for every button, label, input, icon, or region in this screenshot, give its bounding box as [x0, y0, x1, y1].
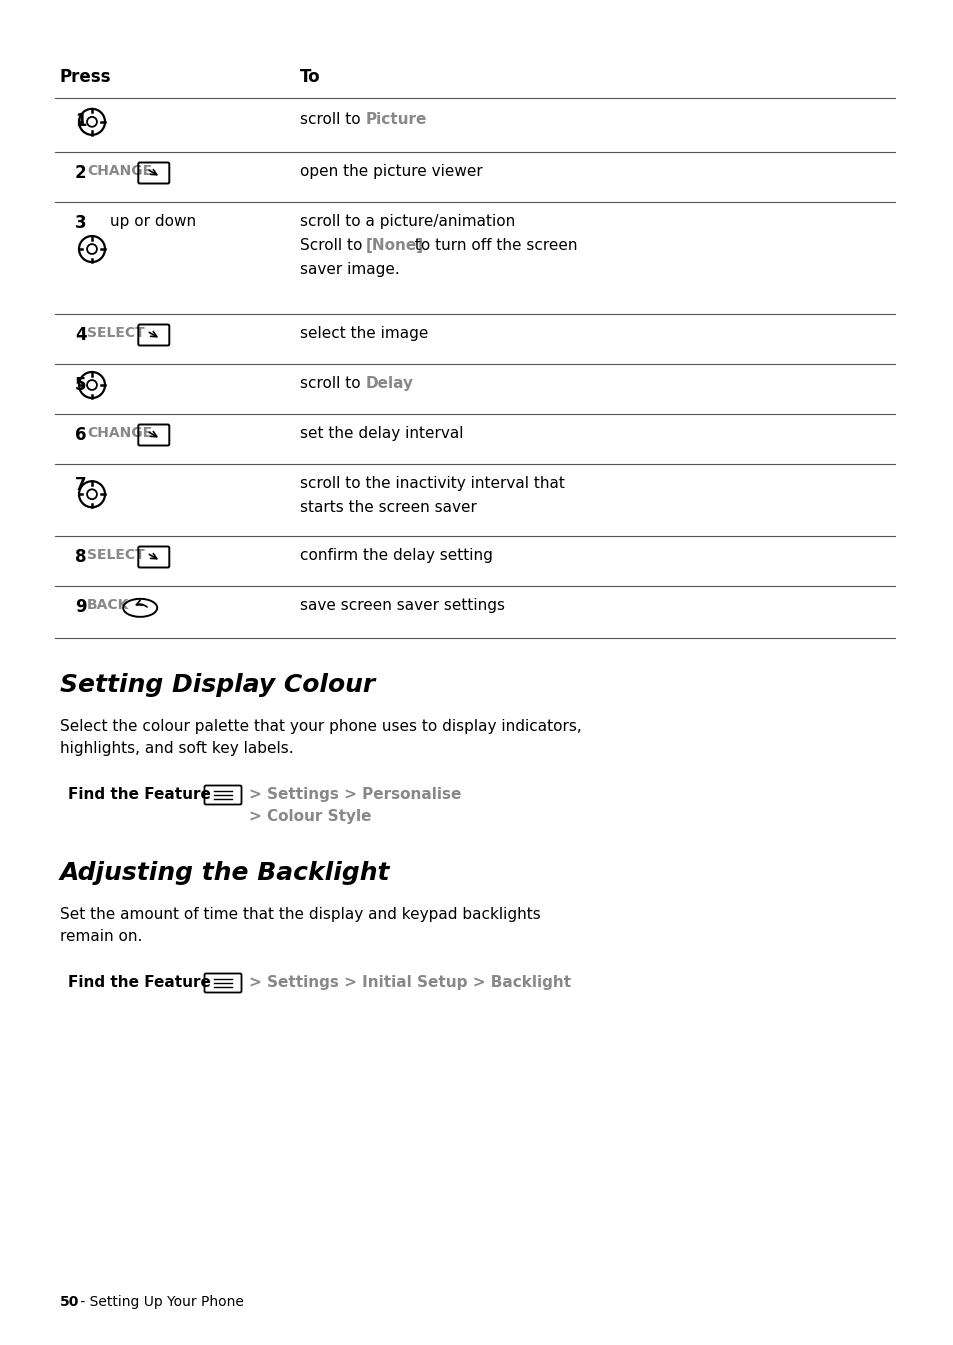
Text: SELECT: SELECT: [87, 547, 145, 562]
Text: 5: 5: [75, 377, 87, 394]
Text: up or down: up or down: [110, 214, 196, 229]
Text: Set the amount of time that the display and keypad backlights: Set the amount of time that the display …: [60, 907, 540, 923]
Text: starts the screen saver: starts the screen saver: [299, 500, 476, 515]
Text: Select the colour palette that your phone uses to display indicators,: Select the colour palette that your phon…: [60, 720, 581, 734]
Text: scroll to the inactivity interval that: scroll to the inactivity interval that: [299, 476, 564, 491]
Text: set the delay interval: set the delay interval: [299, 426, 463, 441]
Text: 50: 50: [60, 1295, 79, 1309]
Text: Find the Feature: Find the Feature: [68, 787, 211, 802]
Text: scroll to: scroll to: [299, 112, 365, 126]
Text: 2: 2: [75, 164, 87, 182]
Text: to turn off the screen: to turn off the screen: [410, 238, 578, 253]
Text: select the image: select the image: [299, 325, 428, 342]
Text: BACK: BACK: [87, 599, 130, 612]
Text: Picture: Picture: [365, 112, 426, 126]
Text: > Colour Style: > Colour Style: [249, 808, 371, 824]
Text: Find the Feature: Find the Feature: [68, 975, 211, 990]
Text: - Setting Up Your Phone: - Setting Up Your Phone: [76, 1295, 244, 1309]
Text: > Settings > Initial Setup > Backlight: > Settings > Initial Setup > Backlight: [249, 975, 571, 990]
Text: SELECT: SELECT: [87, 325, 145, 340]
Text: Scroll to: Scroll to: [299, 238, 367, 253]
Text: 3: 3: [75, 214, 87, 231]
Text: 7: 7: [75, 476, 87, 494]
Text: Delay: Delay: [365, 377, 413, 391]
Text: CHANGE: CHANGE: [87, 426, 152, 440]
Text: 1: 1: [75, 112, 87, 130]
Text: scroll to: scroll to: [299, 377, 365, 391]
Text: Adjusting the Backlight: Adjusting the Backlight: [60, 861, 390, 885]
Text: 4: 4: [75, 325, 87, 344]
Text: 8: 8: [75, 547, 87, 566]
Text: scroll to a picture/animation: scroll to a picture/animation: [299, 214, 515, 229]
Text: remain on.: remain on.: [60, 929, 142, 944]
Text: To: To: [299, 69, 320, 86]
Text: saver image.: saver image.: [299, 262, 399, 277]
Text: Setting Display Colour: Setting Display Colour: [60, 672, 375, 697]
Text: CHANGE: CHANGE: [87, 164, 152, 178]
Text: highlights, and soft key labels.: highlights, and soft key labels.: [60, 741, 294, 756]
Text: > Settings > Personalise: > Settings > Personalise: [249, 787, 461, 802]
Text: 6: 6: [75, 426, 87, 444]
Text: [None]: [None]: [365, 238, 423, 253]
Text: Press: Press: [60, 69, 112, 86]
Text: open the picture viewer: open the picture viewer: [299, 164, 482, 179]
Text: 9: 9: [75, 599, 87, 616]
Text: save screen saver settings: save screen saver settings: [299, 599, 504, 613]
Text: confirm the delay setting: confirm the delay setting: [299, 547, 493, 564]
